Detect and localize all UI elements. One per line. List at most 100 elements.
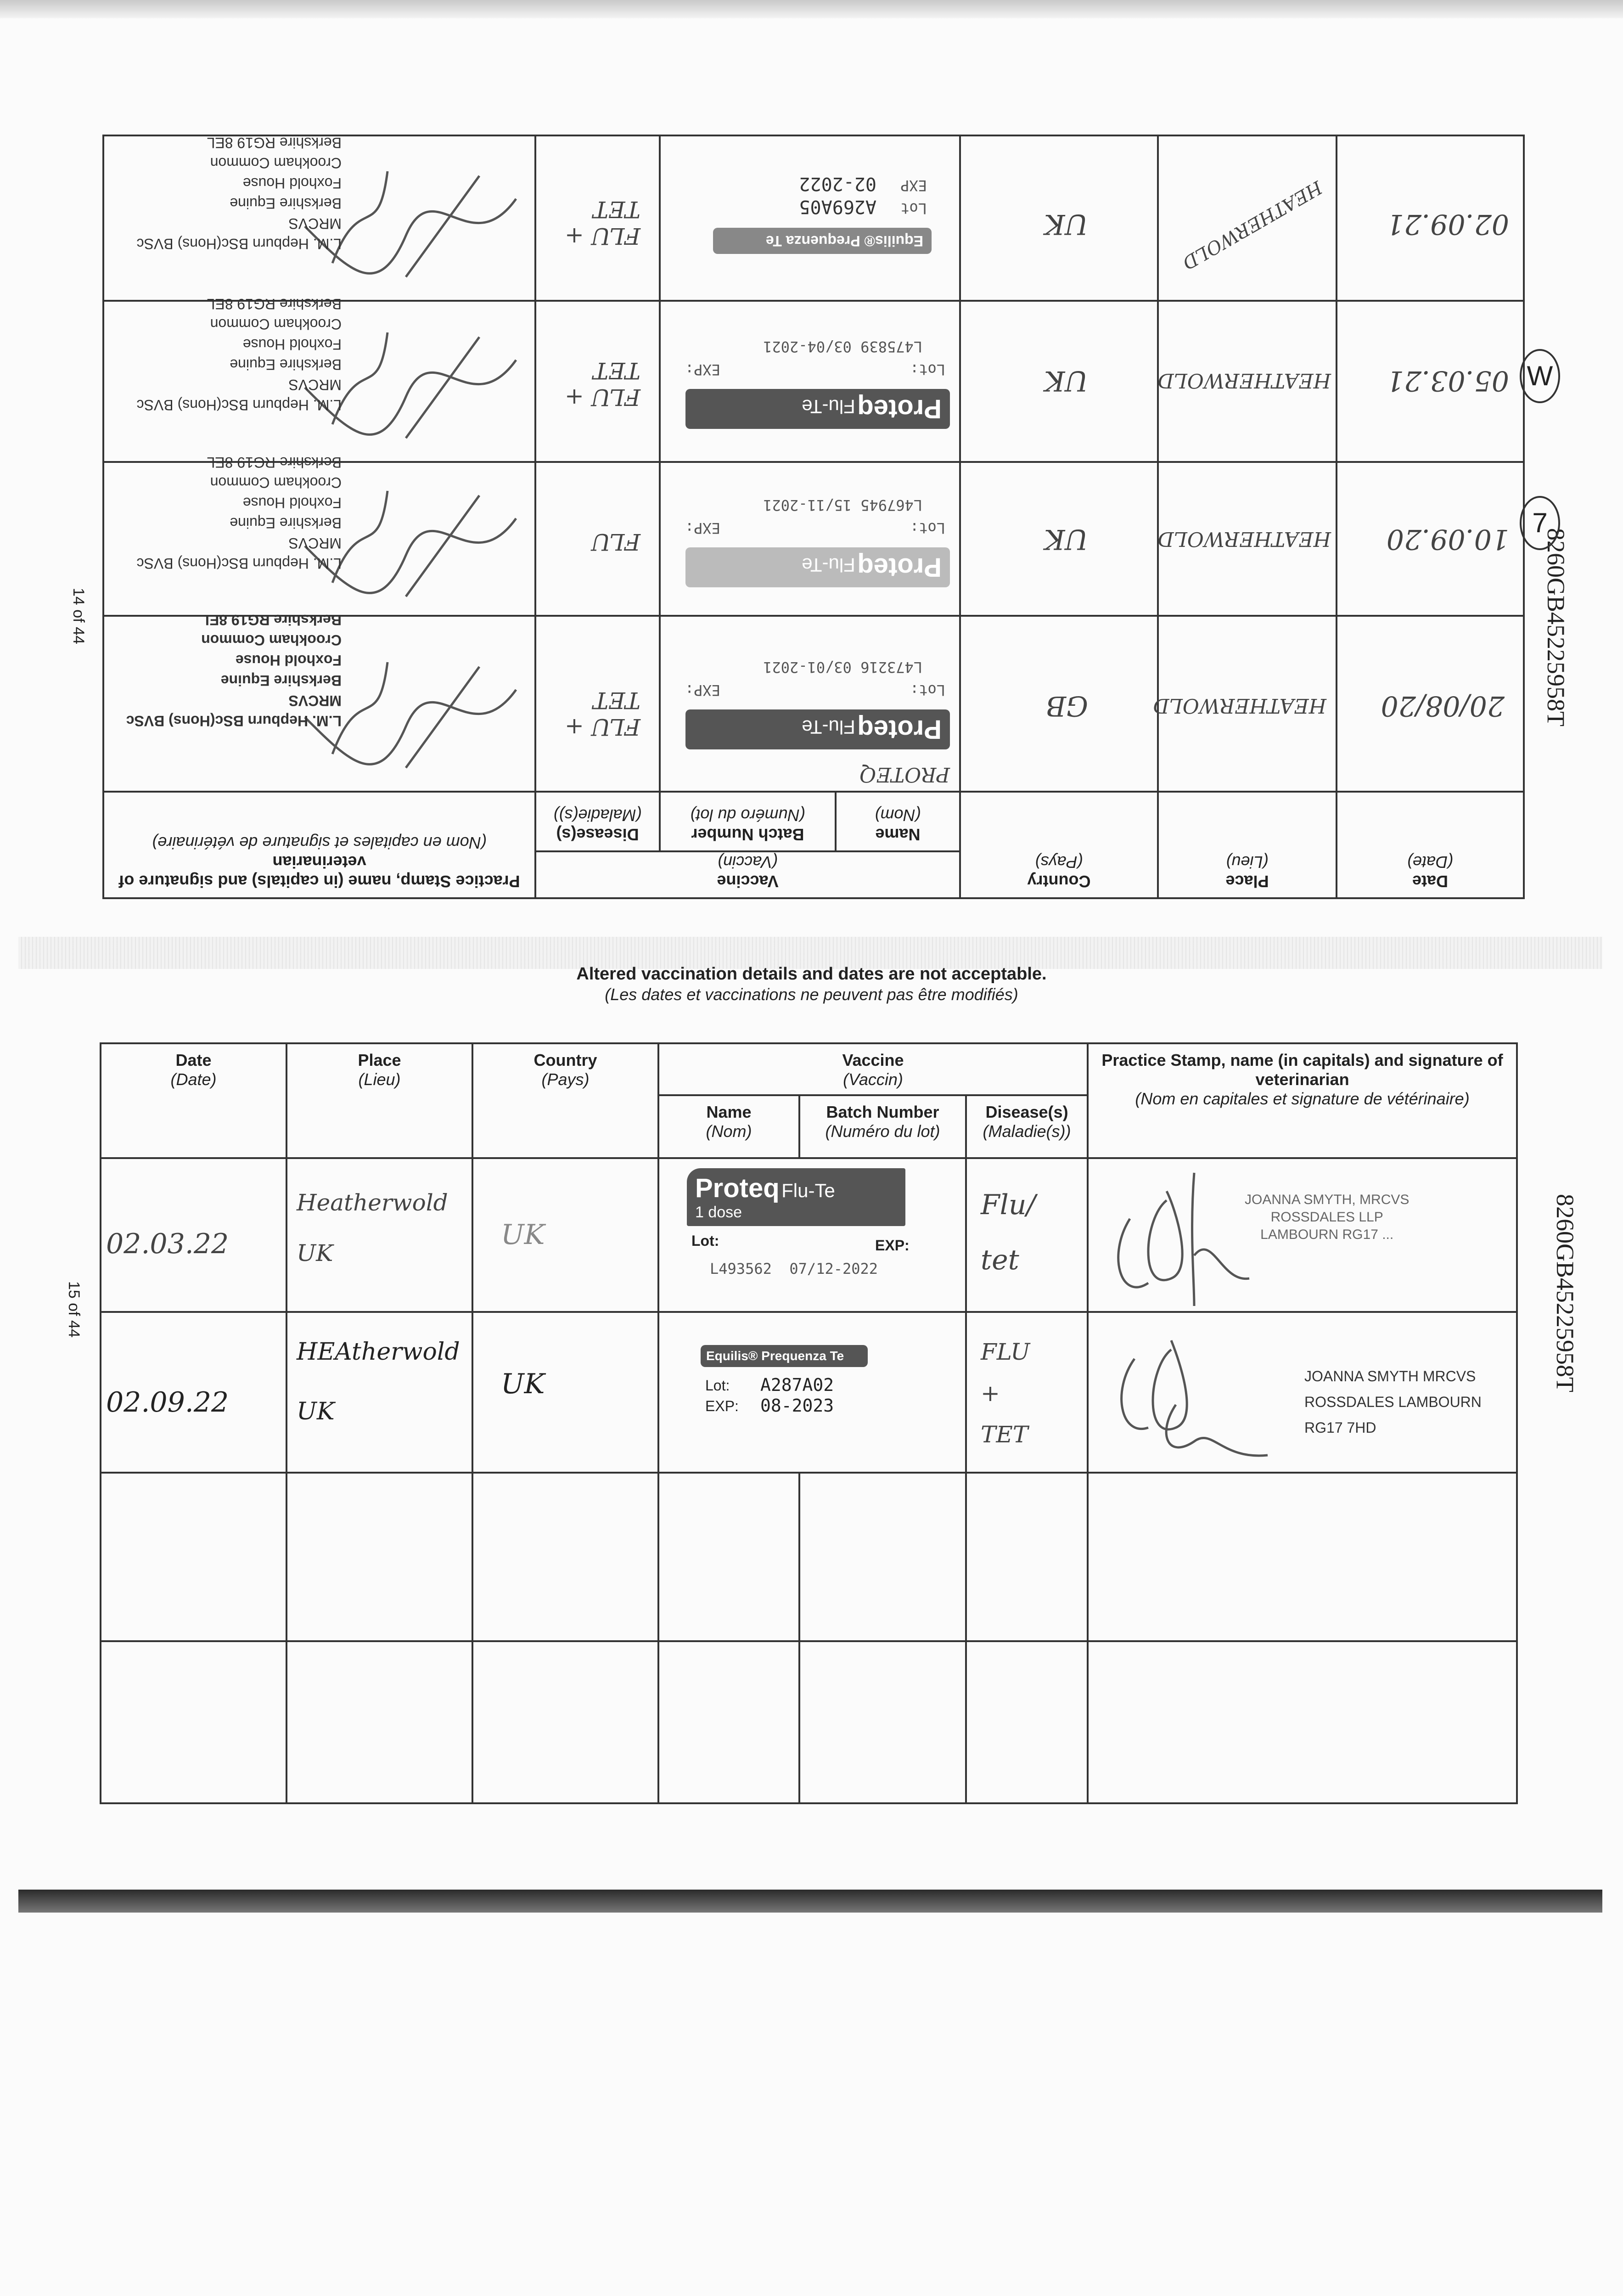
exp-label: EXP: [705,1398,739,1414]
place-cell: Heatherwold UK [297,1189,448,1266]
header-name: Name (Nom) [836,792,960,851]
signature [304,662,517,769]
header-practice: Practice Stamp, name (in capitals) and s… [1087,1042,1518,1159]
vaccine-sticker-cell: Proteq Flu-Te Lot: EXP: L467945 15/11-20… [660,462,960,616]
header-batch: Batch Number (Numéro du lot) [660,792,836,851]
vaccine-label: Equilis® Prequenza Te [701,1345,868,1367]
vaccine-label: Proteq Flu-Te [685,389,950,429]
header-vaccine: Vaccine (Vaccin) [535,851,960,898]
practice-stamp: L.M. Hepburn BSc(Hons) BVSc MRCVS Berkshi… [136,135,342,252]
country-cell: UK [1044,523,1089,555]
batch-number: L475839 03/04-2021 [763,338,923,355]
country-cell: UK [501,1219,545,1251]
disease-cell: FLU + TET [564,687,641,740]
practice-stamp: L.M. Hepburn BSc(Hons) BVSc MRCVS Berkshi… [126,612,342,729]
page-number-14: 14 of 44 [70,588,87,644]
lot-label: Lot: [910,681,946,699]
circled-mark: W [1520,349,1560,403]
header-practice: Practice Stamp, name (in capitals) and s… [103,792,535,898]
header-date: Date (Date) [100,1042,287,1159]
vaccine-sticker-cell: Proteq Flu-Te 1 dose Lot: EXP: L493562 07… [657,1157,967,1313]
table-row-empty [100,1472,1518,1642]
table-row-empty [100,1640,1518,1804]
table-row: 05.03.21 HEATHERWOLD UK Proteq Flu-Te Lo… [103,296,1524,462]
scan-edge-bar [18,1890,1602,1913]
passport-id-14: 8260GB45225958T [1542,528,1570,726]
vaccine-sticker-cell: Proteq Flu-Te Lot: EXP: L475839 03/04-20… [660,301,960,462]
date-cell: 02.09.21 [1386,208,1510,240]
page-fold [18,937,1602,969]
batch-number: A269A05 [799,196,877,217]
circled-mark: 7 [1520,496,1560,550]
practice-cell: JOANNA SMYTH MRCVS ROSSDALES LAMBOURN RG17… [1087,1311,1518,1474]
practice-cell: L.M. Hepburn BSc(Hons) BVSc MRCVS Berkshi… [103,454,535,616]
country-cell: GB [1045,690,1089,722]
disease-cell: FLU [591,529,641,555]
table-row: 10.09.20 HEATHERWOLD UK Proteq Flu-Te Lo… [103,454,1524,616]
passport-id-15: 8260GB45225958T [1551,1194,1579,1392]
page14-vaccination-table: Date (Date) Place (Lieu) Country (Pays) Vac… [102,135,1525,899]
lot-label: Lot: [910,361,946,378]
batch-number: A287A02 [760,1375,834,1395]
header-date: Date (Date) [1337,792,1524,898]
country-cell: UK [501,1368,545,1400]
signature [304,332,517,439]
lot-label: Lot: [910,519,946,537]
table-row: 02.03.22 Heatherwold UK UK Proteq Flu-Te… [100,1157,1518,1313]
date-cell: 20/08/20 [1381,690,1505,722]
signature [1117,1172,1250,1306]
handwritten-note: PROTEQ [859,763,950,786]
vaccine-sticker-cell: Equilis® Prequenza Te Lot A269A05 EXP 02… [660,135,960,301]
signature [1120,1340,1268,1457]
vaccine-sticker-cell: Equilis® Prequenza Te Lot: A287A02 EXP: … [657,1311,967,1474]
batch-number: L467945 15/11-2021 [763,496,923,514]
exp-label: EXP [900,177,927,194]
header-place: Place (Lieu) [1158,792,1337,898]
vaccine-label: Proteq Flu-Te [685,547,950,587]
header-batch: Batch Number (Numéro du lot) [798,1094,967,1159]
header-country: Country (Pays) [472,1042,659,1159]
practice-stamp: JOANNA SMYTH, MRCVS ROSSDALES LLP LAMBOURN… [1245,1192,1410,1242]
date-cell: 02.09.22 [106,1386,229,1418]
table-row: 02.09.21 HEATHERWOLD UK Equilis® Prequen… [103,135,1524,301]
batch-number: L493562 07/12-2022 [710,1260,878,1277]
header-place: Place (Lieu) [286,1042,473,1159]
place-cell: HEAtherwold UK [297,1338,460,1425]
country-cell: UK [1044,365,1089,397]
exp-label: EXP: [685,519,721,537]
header-disease: Disease(s) (Maladie(s)) [965,1094,1089,1159]
vaccine-label: Proteq Flu-Te [685,709,950,749]
vaccine-sticker-cell: PROTEQ Proteq Flu-Te Lot: EXP: L473216 0… [660,616,960,792]
date-cell: 05.03.21 [1386,365,1510,397]
practice-cell: JOANNA SMYTH, MRCVS ROSSDALES LLP LAMBOURN… [1087,1157,1518,1313]
disease-cell: FLU + TET [564,357,641,411]
practice-cell: L.M. Hepburn BSc(Hons) BVSc MRCVS Berkshi… [103,296,535,462]
exp-label: EXP: [685,681,721,699]
disease-cell: FLU + TET [564,196,641,249]
page15-vaccination-table: Date (Date) Place (Lieu) Country (Pays) Vac… [100,1042,1518,1804]
practice-cell: L.M. Hepburn BSc(Hons) BVSc MRCVS Berkshi… [103,612,535,792]
practice-stamp: L.M. Hepburn BSc(Hons) BVSc MRCVS Berkshi… [136,296,342,413]
date-cell: 10.09.20 [1386,523,1510,555]
practice-stamp: JOANNA SMYTH MRCVS ROSSDALES LAMBOURN RG17… [1304,1368,1482,1436]
lot-label: Lot [900,200,927,217]
header-name: Name (Nom) [657,1094,800,1159]
place-cell: HEATHERWOLD [1157,527,1331,551]
country-cell: UK [1044,208,1089,240]
vaccine-label: Proteq Flu-Te 1 dose [687,1168,905,1226]
header-country: Country (Pays) [960,792,1158,898]
table-row: 20/08/20 HEATHERWOLD GB PROTEQ Proteq Fl… [103,612,1524,792]
place-cell: HEATHERWOLD [1157,369,1331,392]
batch-number: L473216 03/01-2021 [763,658,923,676]
disease-cell: Flu/ tet [981,1189,1036,1276]
expiry-date: 02-2022 [799,173,877,194]
notice-text: Altered vaccination details and dates ar… [576,964,1047,984]
lot-label: Lot: [705,1377,730,1394]
notice-text-fr: (Les dates et vaccinations ne peuvent pa… [605,985,1018,1004]
lot-label: Lot: [691,1232,719,1249]
expiry-date: 08-2023 [760,1396,834,1416]
scan-edge [0,0,1623,18]
date-cell: 02.03.22 [106,1228,229,1260]
practice-stamp: L.M. Hepburn BSc(Hons) BVSc MRCVS Berkshi… [136,454,342,572]
practice-cell: L.M. Hepburn BSc(Hons) BVSc MRCVS Berkshi… [103,135,535,301]
